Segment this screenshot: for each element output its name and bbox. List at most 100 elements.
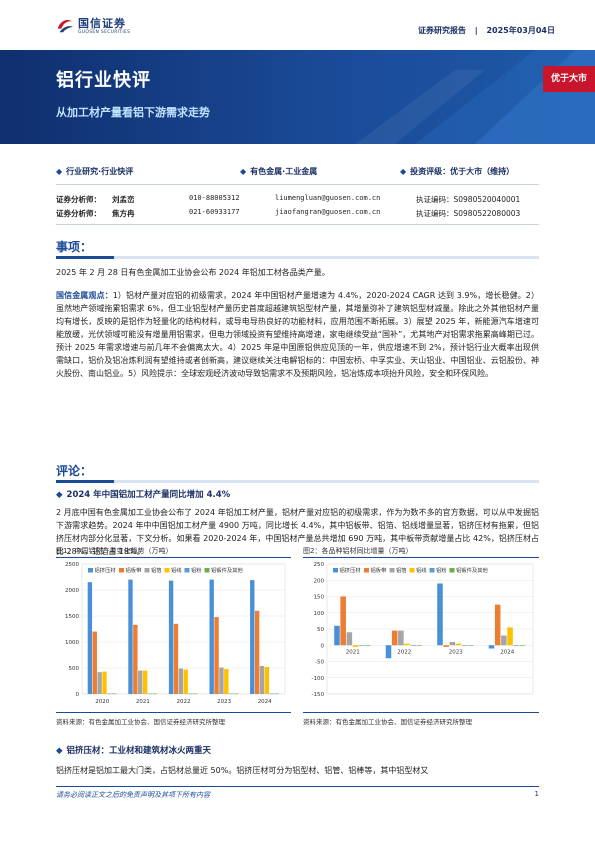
bar-铝粉: [269, 693, 274, 695]
title-banner: [0, 50, 595, 144]
bar-铝板带: [214, 617, 219, 694]
legend-swatch: [204, 568, 210, 573]
bar-铝挤压材: [168, 580, 174, 694]
bar-铝粉: [410, 645, 416, 646]
x-tick-label: 2024: [258, 699, 272, 705]
chart-svg: 0 500 1000 1500 2000 2500 2020 2021 2022 2023 2024…: [65, 562, 286, 705]
legend-label: 铝线: [416, 566, 427, 574]
comment-title: 评论：: [56, 464, 93, 478]
y-tick-label: -100: [312, 676, 325, 682]
legend-swatch: [333, 568, 338, 573]
chart-production-trend: 0 500 1000 1500 2000 2500 2020 2021 2022 2023 2024…: [56, 560, 291, 710]
bar-铝粉: [107, 693, 112, 695]
bar-铝线: [352, 645, 359, 647]
legend-swatch: [144, 568, 150, 573]
analyst-role: 证券分析师：: [56, 195, 101, 204]
bar-铝板带: [391, 630, 398, 646]
analyst-email[interactable]: jiaofangran@guosen.com.cn: [275, 208, 381, 216]
legend-label: 铝锻件及其他: [456, 566, 488, 574]
bar-铝挤压材: [250, 580, 255, 694]
chart-svg: -150 -100 -50 0 50 100 150 200 250 2021 2022 2023 20…: [312, 562, 534, 698]
report-type: 证券研究报告: [417, 26, 466, 35]
x-tick-label: 2023: [449, 649, 463, 655]
y-tick-label: 50: [317, 627, 324, 633]
y-tick-label: 2000: [65, 588, 79, 594]
figure-rule: [303, 712, 539, 713]
meta-rating: ◆ 投资评级：优于大市（维持）: [400, 166, 514, 177]
bar-铝箔: [398, 630, 404, 646]
bar-铝锻件及其他: [112, 693, 117, 695]
bar-铝锻件及其他: [233, 693, 239, 695]
page-number: 1: [534, 790, 539, 798]
logo-subtext: GUOSEN SECURITIES: [78, 30, 131, 35]
legend-label: 铝挤压材: [95, 566, 117, 574]
subheading: ◆ 铝挤压材：工业材和建筑材冰火两重天: [56, 744, 211, 756]
figure-rule: [56, 712, 291, 713]
bar-铝线: [507, 627, 513, 646]
x-tick-label: 2021: [136, 699, 150, 705]
diamond-icon: ◆: [56, 746, 63, 756]
y-tick-label: 250: [314, 562, 325, 568]
legend-label: 铝粉: [191, 566, 202, 574]
legend-swatch: [449, 568, 455, 573]
bar-铝线: [404, 643, 410, 646]
y-tick-label: 150: [314, 595, 325, 601]
legend-swatch: [119, 568, 124, 573]
subheading: ◆ 2024 年中国铝加工材产量同比增加 4.4%: [56, 488, 230, 500]
legend-swatch: [184, 568, 190, 573]
figure2-caption: 图2：各品种铝材同比增量（万吨）: [303, 547, 413, 555]
report-date: 2025年03月04日: [486, 26, 555, 35]
comment-paragraph: 2 月底中国有色金属加工业协会公布了 2024 年铝加工材产量，铝材产量对应铝的…: [56, 508, 539, 556]
figure1-caption: 图1：中国铝材产量变化趋势（万吨）: [56, 547, 173, 555]
logo-text: 国信证券: [78, 17, 126, 30]
analyst-license: 执证编码：S0980520040001: [416, 195, 521, 204]
bar-铝箔: [346, 632, 353, 646]
view-label: 国信金属观点：: [56, 291, 113, 300]
bar-铝粉: [358, 645, 365, 646]
legend-label: 铝锻件及其他: [211, 566, 243, 574]
subheading-text: 2024 年中国铝加工材产量同比增加 4.4%: [66, 490, 231, 500]
bar-铝箔: [138, 670, 143, 694]
legend-label: 铝挤压材: [340, 566, 362, 574]
y-tick-label: 2500: [65, 562, 79, 568]
legend-label: 铝板带: [371, 566, 388, 574]
bar-铝箔: [449, 642, 456, 646]
rating-tab: 优于大市: [543, 66, 595, 92]
analyst-email[interactable]: liumengluan@guosen.com.cn: [275, 194, 381, 202]
meta-sector-label: 有色金属·工业金属: [250, 167, 318, 176]
legend-label: 铝箔: [151, 566, 162, 574]
bar-铝挤压材: [128, 579, 133, 694]
view-text: 1）铝材产量对应铝的初级需求，2024 年中国铝材产量增速为 4.4%，2020…: [56, 291, 539, 378]
analyst-name: 刘孟峦: [112, 195, 135, 204]
bar-铝板带: [494, 604, 501, 646]
report-header: 证券研究报告 | 2025年03月04日: [418, 25, 555, 36]
diamond-icon: ◆: [240, 167, 247, 176]
legend-swatch: [164, 568, 170, 573]
section-rule: [56, 256, 539, 259]
bar-铝箔: [501, 635, 507, 646]
bar-铝线: [142, 670, 148, 694]
legend-label: 铝板带: [126, 566, 143, 574]
bar-铝锻件及其他: [152, 693, 158, 695]
bar-铝挤压材: [488, 645, 495, 649]
y-tick-label: -150: [312, 692, 325, 698]
event-title: 事项：: [56, 240, 93, 254]
y-tick-label: 200: [314, 578, 325, 584]
bar-铝挤压材: [209, 579, 214, 694]
y-tick-label: 1500: [65, 614, 79, 620]
meta-sector: ◆ 有色金属·工业金属: [240, 166, 317, 177]
bar-铝挤压材: [385, 645, 392, 659]
y-tick-label: 0: [76, 692, 80, 698]
bar-铝板带: [173, 623, 179, 694]
bar-铝挤压材: [437, 583, 443, 646]
divider: [56, 224, 539, 225]
bar-铝线: [264, 666, 270, 694]
x-tick-label: 2023: [217, 699, 231, 705]
extrusion-paragraph: 铝挤压材是铝加工最大门类，占铝材总量近 50%。铝挤压材可分为铝型材、铝管、铝棒…: [56, 766, 429, 775]
bar-铝线: [102, 671, 107, 694]
footer-disclaimer[interactable]: 请务必阅读正文之后的免责声明及其项下所有内容: [56, 791, 210, 799]
y-tick-label: 100: [314, 611, 325, 617]
bar-铝箔: [219, 667, 224, 694]
bar-铝线: [224, 669, 229, 694]
footer-rule: [56, 786, 539, 787]
